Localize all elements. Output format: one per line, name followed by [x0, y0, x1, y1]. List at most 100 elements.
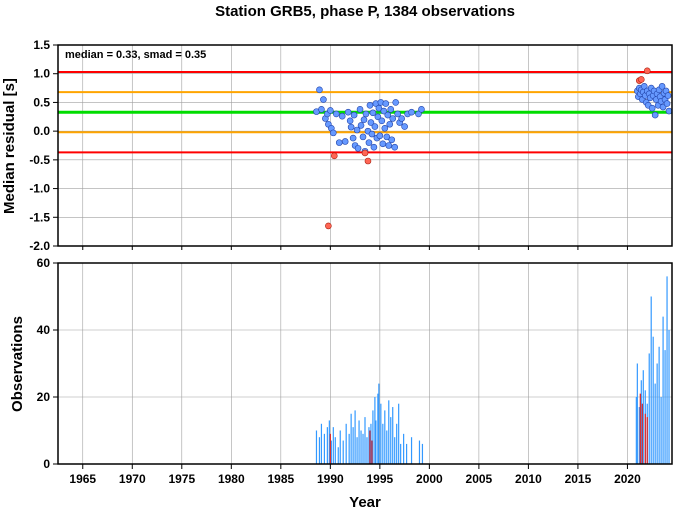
residual-point: [380, 107, 388, 115]
residual-point: [408, 108, 415, 116]
residual-point: [381, 124, 389, 132]
y-tick-label: 60: [37, 256, 51, 270]
residual-point: [658, 83, 666, 90]
residual-point: [418, 106, 425, 113]
residual-point: [356, 106, 364, 113]
residual-point: [369, 109, 377, 117]
residual-point: [389, 115, 397, 122]
residual-point: [318, 106, 325, 113]
residual-point: [370, 143, 378, 151]
residual-point: [415, 110, 422, 118]
residual-point: [357, 122, 365, 129]
residual-point: [398, 115, 405, 122]
residual-y-label: Median residual [s]: [1, 78, 18, 214]
residual-point: [664, 92, 672, 99]
residual-point: [384, 111, 392, 119]
x-tick-label: 2010: [515, 472, 542, 486]
residual-point: [371, 123, 379, 130]
y-tick-label: 20: [37, 390, 51, 404]
y-tick-label: 40: [37, 323, 51, 337]
residual-point-outlier: [364, 157, 372, 165]
residual-point: [320, 96, 327, 103]
residual-point: [640, 83, 648, 90]
observations-frame: [57, 262, 673, 465]
residual-point: [362, 110, 370, 118]
residual-point-outlier: [325, 222, 332, 230]
residual-point: [663, 100, 671, 107]
residual-point: [350, 111, 358, 119]
residual-point: [651, 111, 659, 119]
residual-point: [332, 110, 340, 118]
x-tick-label: 1970: [119, 472, 146, 486]
year-x-label: Year: [349, 494, 381, 511]
x-tick-label: 2015: [565, 472, 592, 486]
residual-point: [388, 136, 396, 144]
y-tick-label: -1.5: [29, 210, 50, 224]
stats-label: median = 0.33, smad = 0.35: [65, 49, 206, 61]
residual-point: [648, 104, 656, 112]
residual-point: [338, 112, 346, 120]
y-tick-label: 0.5: [33, 95, 50, 109]
residual-point: [349, 134, 357, 142]
year-x-ticks: 1965 1970 1975 1980 1985 1990 1995 2000 2005 2010…: [69, 464, 641, 486]
observations-y-ticks: 60 40 20 0: [37, 256, 58, 471]
residual-point-outlier: [361, 149, 369, 157]
y-tick-label: 0: [43, 457, 50, 471]
x-tick-label: 1975: [168, 472, 195, 486]
x-tick-label: 1985: [267, 472, 294, 486]
chart-title: Station GRB5, phase P, 1384 observations: [215, 3, 515, 20]
residual-plot-area: [58, 45, 672, 246]
residual-point: [341, 138, 349, 145]
residual-point: [353, 126, 361, 134]
y-tick-label: 1.0: [33, 67, 50, 81]
x-tick-label: 1965: [69, 472, 96, 486]
x-tick-label: 1995: [367, 472, 394, 486]
residual-point: [401, 123, 408, 130]
residual-point-outlier: [330, 152, 338, 160]
residual-point: [379, 140, 387, 148]
residual-point: [347, 123, 355, 131]
residual-point: [392, 99, 400, 106]
residual-point: [327, 107, 334, 114]
observation-bars: [315, 276, 670, 464]
residual-point-outlier: [637, 76, 645, 83]
residual-panel: 1.5 1.0 0.5 0.0 -0.5 -1.0 -1.5 -2.0 median = 0.…: [1, 38, 673, 253]
residual-point: [360, 116, 368, 123]
residual-point: [335, 139, 343, 146]
residual-point: [366, 102, 374, 109]
residual-point: [375, 104, 383, 112]
observations-panel: 60 40 20 0 1965 1970 1975 1980 1985 1990 1995 2000…: [9, 256, 673, 511]
residual-point: [368, 130, 376, 138]
residual-point: [383, 133, 391, 141]
residual-point: [359, 133, 367, 141]
y-tick-label: -2.0: [29, 239, 50, 253]
x-tick-label: 2005: [466, 472, 493, 486]
residual-point: [367, 119, 375, 126]
x-tick-label: 2000: [416, 472, 443, 486]
x-tick-label: 2020: [614, 472, 641, 486]
residual-point: [385, 142, 393, 149]
residual-point: [374, 113, 382, 121]
observations-y-label: Observations: [9, 316, 26, 412]
residual-point: [394, 110, 401, 118]
residual-point: [665, 107, 673, 115]
residual-point: [346, 117, 354, 125]
y-tick-label: -0.5: [29, 153, 50, 167]
residual-point: [354, 145, 362, 152]
residual-point: [365, 139, 373, 146]
residual-point: [386, 120, 394, 128]
y-tick-label: -1.0: [29, 182, 50, 196]
residual-point: [378, 117, 386, 125]
residual-point: [391, 143, 399, 151]
residual-y-ticks: 1.5 1.0 0.5 0.0 -0.5 -1.0 -1.5 -2.0: [29, 38, 628, 253]
residual-point: [316, 86, 323, 94]
residual-point: [330, 129, 337, 137]
y-tick-label: 1.5: [33, 38, 50, 52]
residual-point: [344, 108, 352, 116]
residual-point-outlier: [643, 67, 651, 75]
x-tick-label: 1980: [218, 472, 245, 486]
y-tick-label: 0.0: [33, 124, 50, 138]
residual-point: [382, 100, 390, 107]
residual-point: [387, 106, 395, 113]
